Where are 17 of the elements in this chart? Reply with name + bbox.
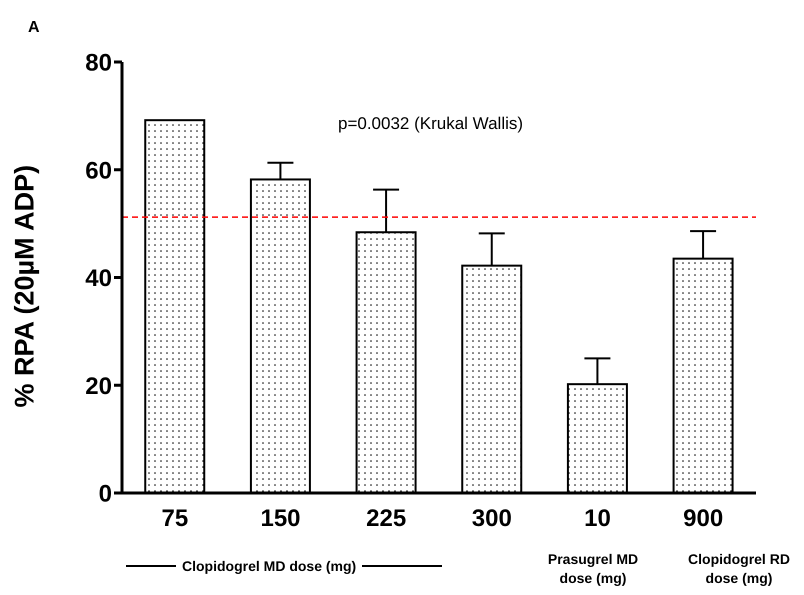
x-tick-label: 10 [584, 505, 611, 532]
text: Clopidogrel MD dose (mg) [182, 558, 356, 574]
y-tick-label: 80 [85, 50, 112, 77]
text: A [28, 18, 40, 37]
text: Clopidogrel RD dose (mg) [687, 550, 791, 588]
x-tick-label: 225 [366, 505, 406, 532]
x-tick-label: 75 [161, 505, 188, 532]
y-tick-label: 0 [98, 480, 112, 508]
y-tick-label: 40 [85, 265, 112, 292]
y-tick-label: 60 [85, 157, 112, 184]
x-tick-label: 150 [260, 505, 301, 532]
y-tick-label: 20 [85, 372, 112, 400]
x-tick-label: 300 [472, 505, 512, 532]
y-axis-title: % RPA (20µM ADP) [10, 164, 40, 408]
annotation: p=0.0032 (Krukal Wallis) [338, 114, 524, 133]
x-tick-label: 900 [683, 505, 724, 532]
text: Prasugrel MD dose (mg) [546, 550, 640, 588]
